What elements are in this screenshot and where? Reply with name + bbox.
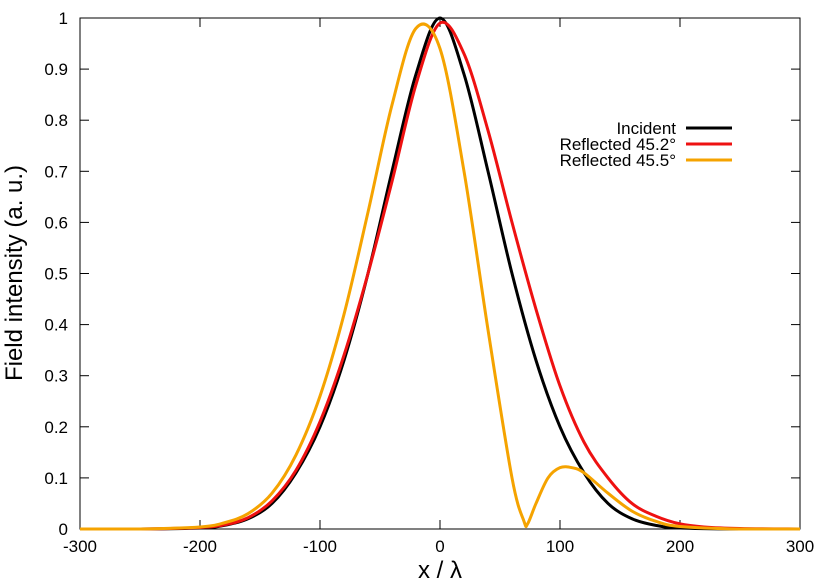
x-axis-title: x / λ <box>418 557 462 581</box>
y-tick-label: 0.4 <box>44 316 68 335</box>
y-tick-label: 0.5 <box>44 265 68 284</box>
x-tick-label: 300 <box>786 537 814 556</box>
y-tick-label: 0.3 <box>44 367 68 386</box>
series-lines <box>80 16 801 531</box>
legend-label: Reflected 45.5° <box>560 151 676 170</box>
y-axis-title: Field intensity (a. u.) <box>1 165 28 381</box>
y-tick-label: 0.2 <box>44 418 68 437</box>
axis-ticks: -300 -200 -100 0 100 200 300 0 0.1 0.2 0.3 0.4 0.5 0.… <box>44 9 814 556</box>
series-line-reflected-45-2 <box>80 20 801 531</box>
x-tick-label: 100 <box>546 537 574 556</box>
x-tick-label: -100 <box>303 537 337 556</box>
x-tick-label: 200 <box>666 537 694 556</box>
y-tick-label: 0.7 <box>44 162 68 181</box>
series-line-reflected-45-5 <box>80 22 800 531</box>
x-tick-label: -300 <box>63 537 97 556</box>
y-tick-label: 0 <box>59 520 68 539</box>
x-tick-label: 0 <box>435 537 444 556</box>
y-tick-label: 0.8 <box>44 111 68 130</box>
y-tick-label: 0.6 <box>44 213 68 232</box>
plot-frame <box>79 17 801 530</box>
legend-label: Incident <box>616 119 676 138</box>
y-tick-label: 0.9 <box>44 60 68 79</box>
y-tick-label: 1 <box>59 9 68 28</box>
x-tick-label: -200 <box>183 537 217 556</box>
legend-label: Reflected 45.2° <box>560 135 676 154</box>
series-line-incident <box>80 16 800 531</box>
y-tick-label: 0.1 <box>44 469 68 488</box>
